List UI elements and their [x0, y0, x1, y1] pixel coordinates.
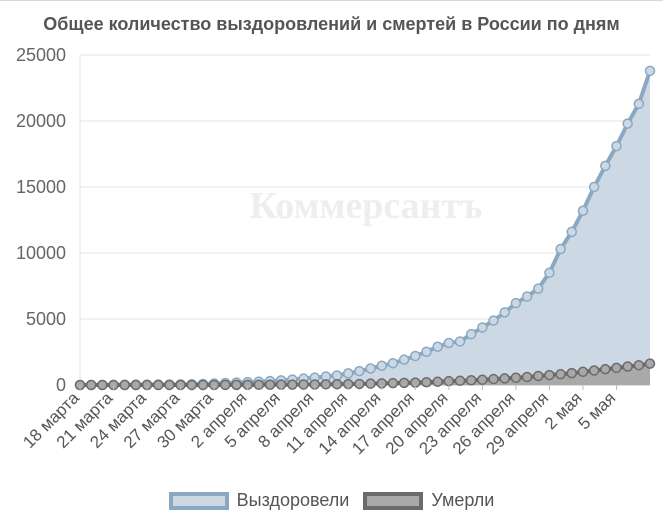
data-point: [488, 373, 499, 385]
data-point: [410, 350, 421, 362]
data-point: [298, 379, 309, 390]
data-point: [320, 379, 332, 390]
data-point: [421, 376, 432, 388]
data-point: [521, 371, 533, 383]
legend-label-deaths: Умерли: [431, 490, 495, 510]
data-point: [577, 205, 589, 217]
data-point: [454, 375, 466, 387]
data-point: [488, 315, 499, 326]
data-point: [465, 374, 477, 386]
legend-item-recovered[interactable]: Выздоровели: [168, 490, 350, 511]
data-point: [253, 379, 265, 391]
y-axis: 0 5000 10000 15000 20000 25000: [16, 45, 66, 395]
data-point: [622, 361, 633, 372]
y-tick-label: 0: [56, 375, 66, 395]
data-point: [342, 368, 354, 379]
data-point: [544, 369, 555, 381]
data-point: [287, 379, 298, 390]
data-point: [499, 307, 510, 318]
data-point: [600, 363, 611, 375]
data-point: [644, 358, 656, 369]
data-point: [354, 378, 365, 390]
y-tick-label: 10000: [16, 243, 66, 263]
legend-swatch-deaths: [363, 491, 424, 510]
data-point: [421, 346, 432, 357]
data-point: [443, 337, 455, 349]
data-point: [152, 379, 164, 391]
data-point: [600, 160, 611, 172]
data-point: [164, 379, 175, 391]
data-point: [398, 377, 410, 389]
data-point: [331, 370, 343, 381]
data-point: [186, 379, 198, 391]
data-point: [644, 65, 656, 77]
data-point: [544, 267, 555, 279]
data-point: [432, 376, 443, 387]
data-point: [521, 291, 533, 302]
data-point: [633, 359, 645, 371]
data-point: [376, 360, 388, 371]
y-tick-label: 20000: [16, 111, 66, 131]
data-point: [432, 341, 443, 352]
data-point: [465, 328, 477, 340]
data-point: [264, 379, 276, 390]
data-point: [510, 297, 522, 309]
data-point: [85, 379, 97, 391]
data-point: [588, 181, 600, 193]
data-point: [555, 243, 566, 255]
series-line: [80, 361, 651, 387]
data-point: [555, 368, 566, 380]
data-point: [611, 140, 622, 152]
x-tick-label: 2 мая: [541, 388, 586, 433]
series-layer: [74, 65, 656, 391]
y-tick-label: 25000: [16, 45, 66, 65]
data-point: [499, 373, 510, 384]
data-point: [231, 379, 242, 391]
data-point: [566, 226, 578, 238]
data-point: [97, 379, 108, 391]
data-point: [477, 322, 488, 333]
data-point: [354, 365, 365, 377]
data-point: [130, 379, 142, 391]
data-point: [532, 370, 544, 382]
data-point: [577, 366, 589, 378]
x-tick-label: 5 мая: [574, 388, 619, 433]
data-point: [532, 283, 544, 294]
data-point: [510, 372, 522, 383]
legend-swatch-recovered: [168, 491, 229, 510]
data-point: [387, 377, 399, 389]
data-point: [477, 374, 488, 385]
series-0: [74, 65, 656, 391]
data-point: [365, 363, 376, 374]
legend-label-recovered: Выздоровели: [236, 490, 350, 510]
data-point: [387, 357, 399, 369]
top-divider: [0, 0, 663, 1]
data-point: [633, 98, 645, 110]
data-point: [454, 336, 466, 347]
series-1: [74, 358, 656, 391]
y-tick-label: 15000: [16, 177, 66, 197]
watermark-kommersant: Коммерсантъ: [250, 185, 483, 227]
legend: Выздоровели Умерли: [0, 490, 663, 511]
data-point: [331, 378, 343, 390]
data-point: [588, 365, 600, 376]
series-area: [80, 70, 650, 385]
data-point: [119, 379, 130, 391]
chart-title: Общее количество выздоровлений и смертей…: [43, 14, 620, 34]
data-point: [365, 378, 376, 389]
data-point: [398, 354, 410, 365]
data-point: [622, 118, 633, 129]
y-tick-label: 5000: [26, 309, 66, 329]
data-point: [611, 362, 622, 374]
data-point: [197, 379, 209, 391]
data-point: [443, 375, 455, 387]
legend-item-deaths[interactable]: Умерли: [363, 490, 494, 511]
data-point: [220, 379, 231, 391]
data-point: [566, 367, 578, 379]
